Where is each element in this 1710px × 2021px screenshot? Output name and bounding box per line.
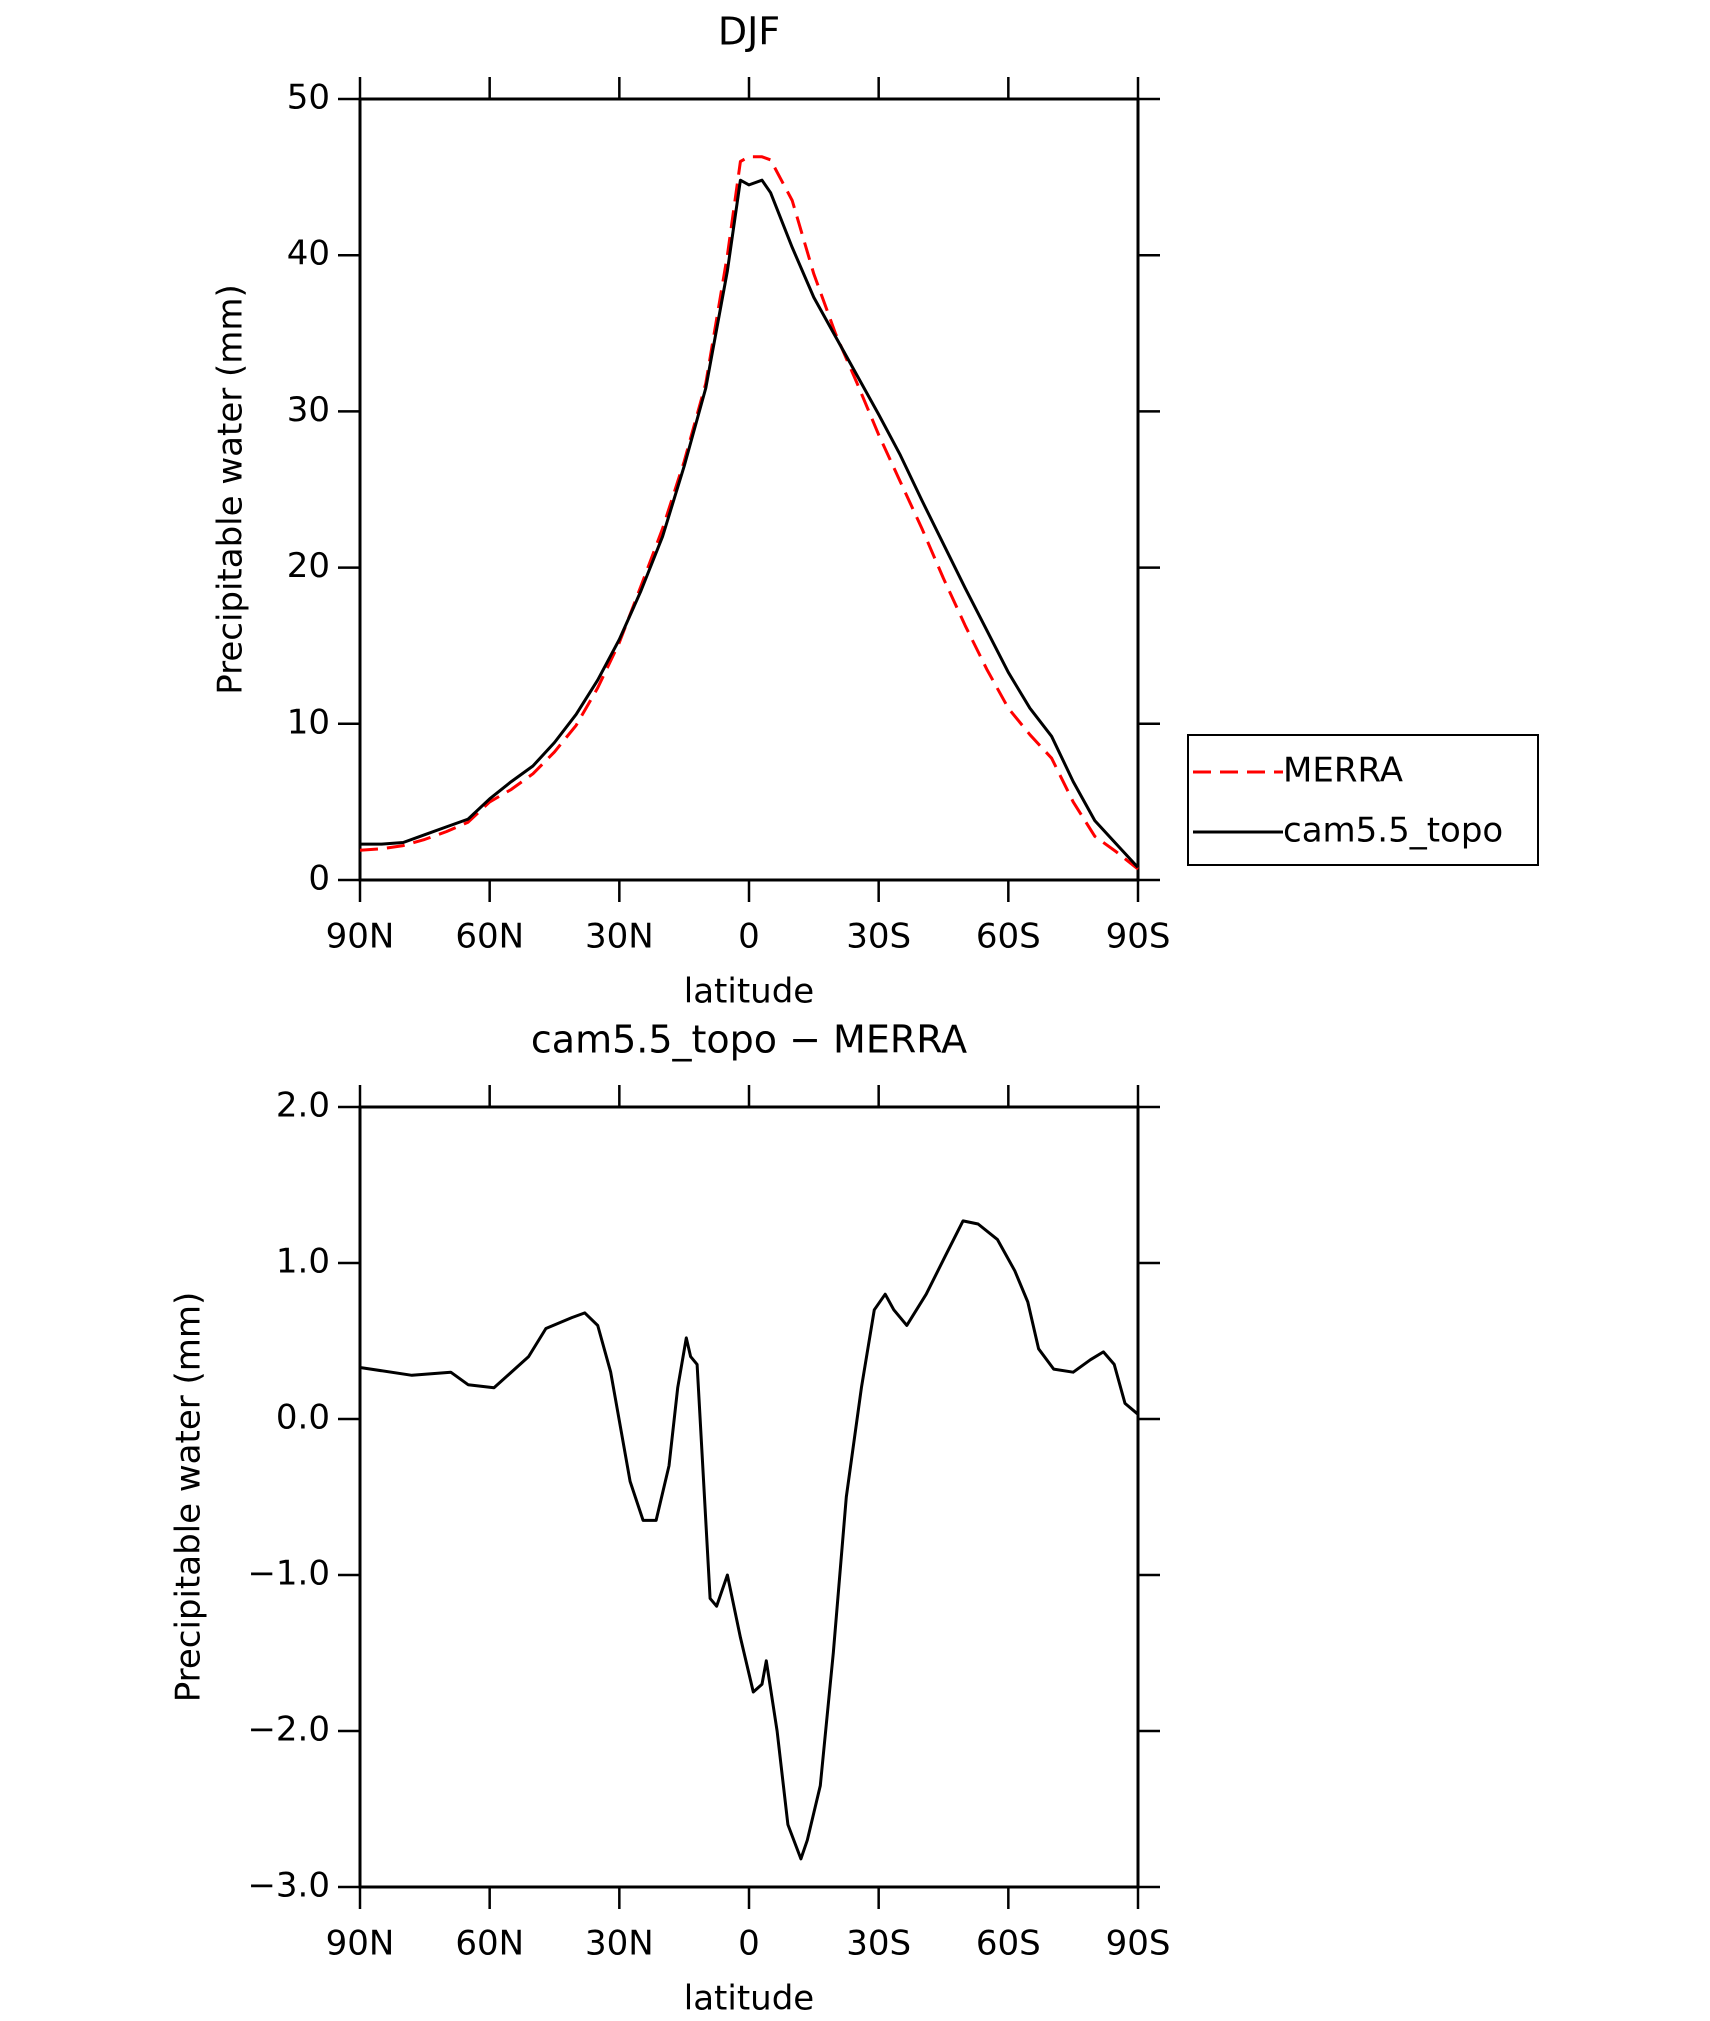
y-tick-label: 2.0 bbox=[276, 1086, 330, 1126]
y-axis-title: Precipitable water (mm) bbox=[211, 284, 251, 695]
plot-frame bbox=[358, 97, 1140, 882]
x-axis-title: latitude bbox=[684, 972, 814, 1012]
x-tick-label: 0 bbox=[738, 1924, 760, 1964]
y-tick-label: 30 bbox=[287, 390, 330, 430]
y-tick-label: 1.0 bbox=[276, 1242, 330, 1282]
x-tick-label: 30N bbox=[585, 917, 654, 957]
y-axis-title: Precipitable water (mm) bbox=[169, 1292, 209, 1703]
x-tick-label: 90S bbox=[1106, 1924, 1171, 1964]
series-line bbox=[360, 178, 1140, 869]
x-tick-label: 60N bbox=[455, 917, 524, 957]
x-tick-label: 30S bbox=[846, 1924, 911, 1964]
x-tick-label: 60S bbox=[976, 917, 1041, 957]
x-tick-label: 60N bbox=[455, 1924, 524, 1964]
y-tick-label: 0 bbox=[308, 859, 330, 899]
x-tick-label: 0 bbox=[738, 917, 760, 957]
x-tick-label: 30N bbox=[585, 1924, 654, 1964]
y-tick-label: 50 bbox=[287, 78, 330, 118]
chart-title: DJF bbox=[718, 10, 780, 54]
x-tick-label: 90N bbox=[326, 917, 395, 957]
chart-title: cam5.5_topo − MERRA bbox=[531, 1018, 967, 1062]
y-tick-label: 0.0 bbox=[276, 1398, 330, 1438]
series-line bbox=[359, 1219, 1139, 1861]
legend-label: MERRA bbox=[1283, 751, 1403, 791]
x-tick-label: 90N bbox=[326, 1924, 395, 1964]
y-tick-label: 40 bbox=[287, 234, 330, 274]
y-tick-label: −2.0 bbox=[247, 1710, 330, 1750]
plot-frame bbox=[358, 1105, 1140, 1889]
y-tick-label: −3.0 bbox=[247, 1866, 330, 1906]
y-tick-label: 10 bbox=[287, 702, 330, 742]
series-line bbox=[359, 155, 1139, 871]
x-tick-label: 90S bbox=[1106, 917, 1171, 957]
y-tick-label: −1.0 bbox=[247, 1554, 330, 1594]
legend-box bbox=[1187, 734, 1539, 866]
legend-label: cam5.5_topo bbox=[1283, 811, 1503, 851]
x-axis-title: latitude bbox=[684, 1979, 814, 2019]
x-tick-label: 60S bbox=[976, 1924, 1041, 1964]
y-tick-label: 20 bbox=[287, 546, 330, 586]
x-tick-label: 30S bbox=[846, 917, 911, 957]
